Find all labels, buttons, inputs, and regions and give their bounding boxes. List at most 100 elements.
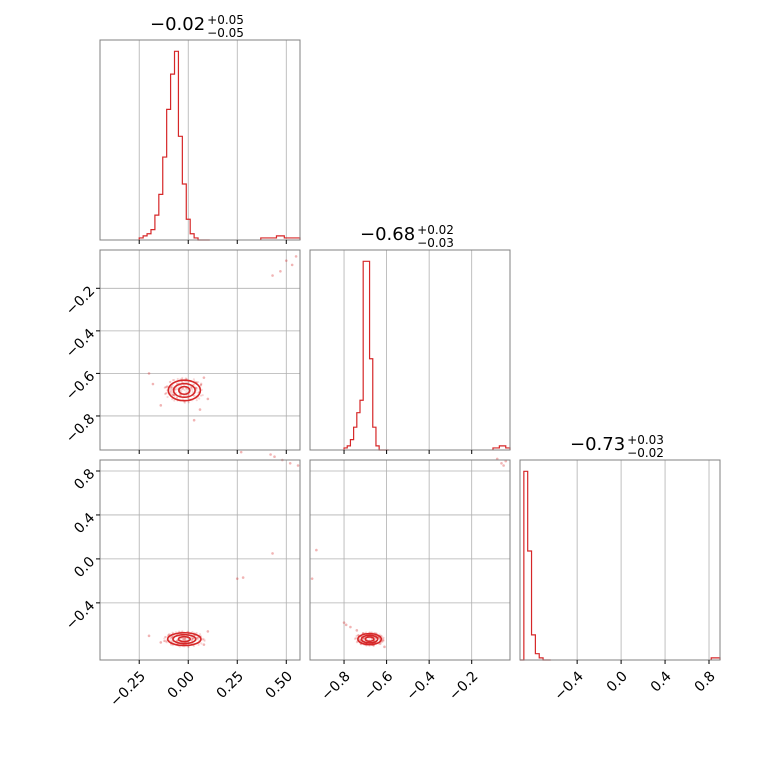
density-point (202, 637, 205, 640)
scatter-point (315, 548, 318, 552)
density-point (370, 637, 373, 640)
density-point (203, 639, 206, 642)
histogram-series-3 (520, 470, 551, 661)
density-point (356, 634, 359, 637)
density-point (201, 394, 204, 397)
density-point (382, 639, 385, 642)
density-point (200, 383, 203, 386)
histogram-tail-2 (492, 445, 511, 450)
density-point (197, 381, 200, 384)
y-tick-label: 0.0 (71, 554, 98, 581)
title-upper-error: +0.03 (627, 433, 664, 447)
density-point (171, 631, 174, 634)
density-point (167, 633, 171, 636)
x-tick-label: 0.0 (604, 668, 631, 695)
density-point (165, 641, 168, 644)
density-point (169, 637, 172, 640)
density-point (195, 631, 198, 635)
y-tick-label: 0.4 (71, 510, 98, 537)
contour-level-1 (177, 635, 191, 643)
scatter-point (273, 455, 276, 459)
density-point (179, 394, 182, 397)
scatter-point (271, 552, 274, 555)
density-point (170, 635, 173, 638)
x-tick-label: 0.8 (692, 668, 719, 695)
y-tick-label: −0.2 (63, 283, 98, 318)
scatter-point (502, 464, 505, 467)
density-point (170, 385, 173, 389)
density-point (164, 386, 167, 389)
scatter-point (159, 404, 163, 407)
density-point (182, 387, 185, 390)
scatter-point (294, 255, 298, 258)
histogram-tail-1 (260, 235, 301, 240)
density-point (164, 392, 167, 396)
density-point (166, 634, 170, 637)
density-point (189, 386, 192, 390)
contour-level-2 (360, 634, 379, 644)
density-point (195, 387, 198, 390)
density-point (185, 388, 188, 391)
density-point (171, 393, 174, 396)
density-point (184, 637, 187, 640)
density-point (192, 394, 196, 397)
density-point (170, 386, 173, 389)
x-tick-label: −0.4 (404, 668, 439, 703)
scatter-point (500, 461, 503, 465)
title-lower-error: −0.05 (207, 26, 244, 40)
density-point (165, 386, 168, 389)
histogram-title-2: −0.68 (360, 224, 415, 245)
density-point (171, 398, 174, 401)
density-point (355, 634, 358, 638)
scatter-point (206, 630, 210, 633)
density-point (169, 380, 172, 384)
histogram-series-2 (343, 260, 389, 451)
scatter-point (269, 453, 272, 456)
density-point (163, 635, 167, 639)
y-tick-label: −0.4 (63, 598, 98, 633)
density-point (195, 636, 199, 640)
scatter-panel-1: −0.8 −0.6 −0.4 −0.2 (63, 249, 301, 454)
panel-frame (309, 459, 511, 661)
density-point (191, 637, 194, 640)
histogram-title-3: −0.73 (570, 434, 625, 455)
title-upper-error: +0.02 (417, 223, 454, 237)
x-tick-label: −0.8 (318, 668, 353, 703)
x-tick-label: 0.50 (263, 668, 296, 701)
scatter-point (198, 408, 202, 411)
density-point (163, 386, 166, 389)
density-point (175, 382, 179, 385)
density-point (164, 635, 167, 639)
density-point (173, 399, 176, 402)
density-point (200, 642, 203, 645)
scatter-point (344, 623, 348, 627)
density-point (163, 637, 166, 640)
scatter-point (296, 464, 300, 467)
contour-level-2 (172, 382, 196, 399)
scatter-point (159, 641, 163, 644)
density-point (191, 390, 194, 394)
density-point (197, 643, 200, 646)
density-point (382, 638, 385, 642)
title-upper-error: +0.05 (207, 13, 244, 27)
contour-level-1 (178, 385, 191, 396)
density-point (185, 377, 188, 380)
density-point (181, 637, 184, 640)
scatter-point (147, 634, 151, 638)
density-point (176, 377, 179, 381)
density-point (191, 637, 195, 640)
histogram-panel-3: −0.4 0.0 0.4 0.8 −0.73 +0.03−0.02 (519, 433, 721, 704)
density-point (171, 393, 174, 397)
x-tick-label: −0.4 (552, 668, 587, 703)
density-point (170, 639, 173, 643)
density-point (181, 376, 184, 380)
density-point (382, 639, 385, 642)
density-point (190, 638, 193, 642)
scatter-point (355, 629, 359, 632)
density-point (181, 387, 184, 390)
histogram-series-1 (138, 50, 210, 241)
density-point (167, 633, 171, 636)
density-point (170, 390, 173, 393)
x-tick-label: −0.25 (107, 668, 149, 710)
